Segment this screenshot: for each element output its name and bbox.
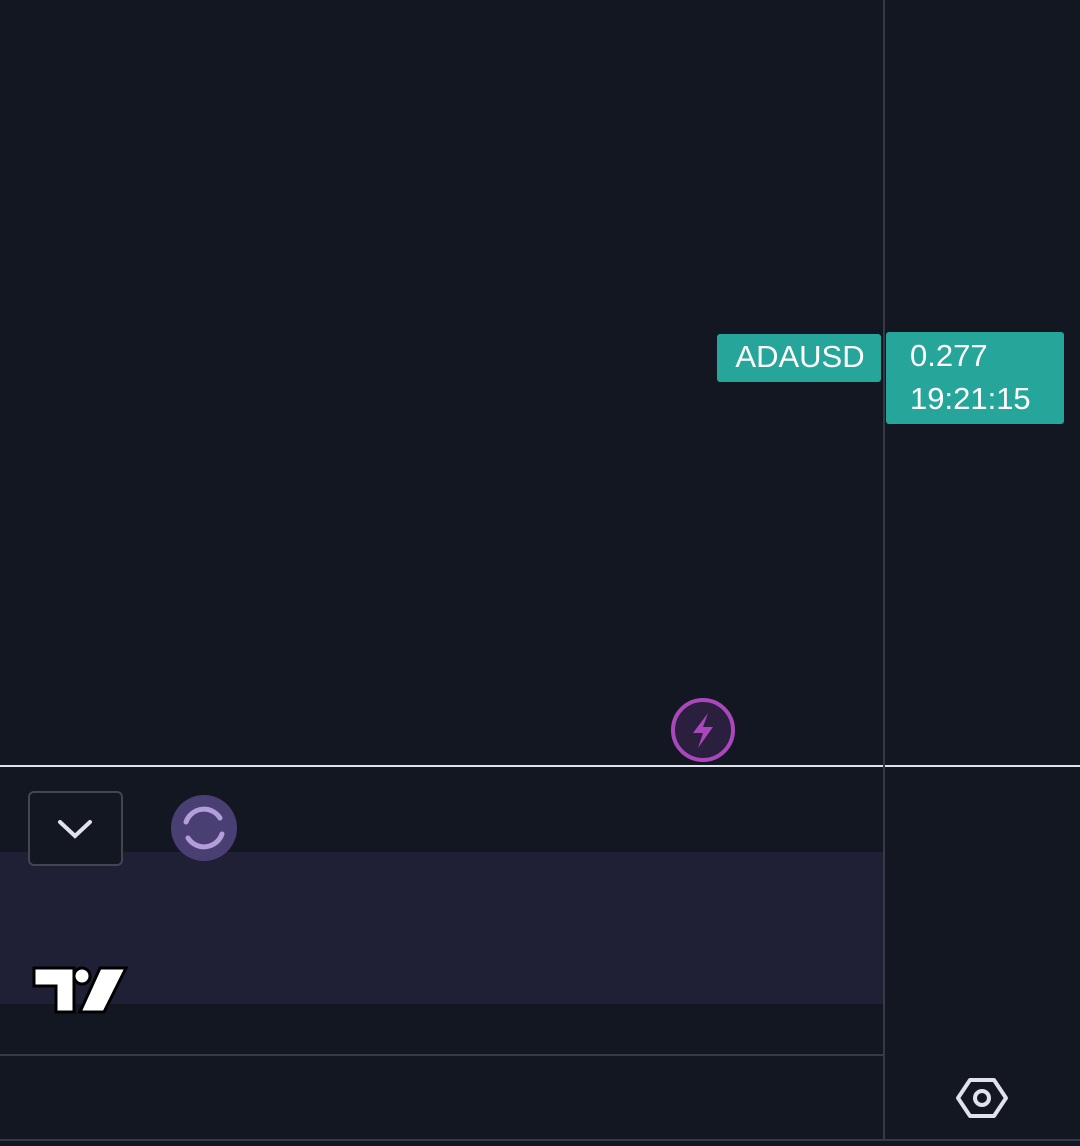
rsi-band: [0, 852, 884, 1004]
refresh-circle[interactable]: [171, 795, 237, 861]
symbol: ADAUSD: [735, 339, 864, 374]
settings-dot[interactable]: [973, 1089, 991, 1107]
symbol-label: ADAUSD: [717, 334, 881, 382]
tv-logo-shape: [32, 966, 129, 1014]
last-price: 0.277: [910, 338, 988, 373]
tv-logo: [32, 966, 129, 1014]
refresh-icon[interactable]: [183, 806, 225, 850]
settings-button[interactable]: [956, 1078, 1008, 1118]
countdown: 19:21:15: [910, 381, 1031, 416]
collapse-box[interactable]: [28, 791, 123, 866]
price-label: 0.277 19:21:15: [886, 332, 1064, 424]
collapse-button[interactable]: [28, 791, 123, 866]
lightning-button[interactable]: [671, 698, 735, 762]
settings-hex[interactable]: [956, 1078, 1008, 1118]
symbol-box: [717, 334, 881, 382]
price-box: [886, 332, 1064, 424]
lightning-icon[interactable]: [693, 713, 713, 748]
refresh-button[interactable]: [171, 795, 237, 861]
chevron-icon[interactable]: [58, 820, 92, 839]
